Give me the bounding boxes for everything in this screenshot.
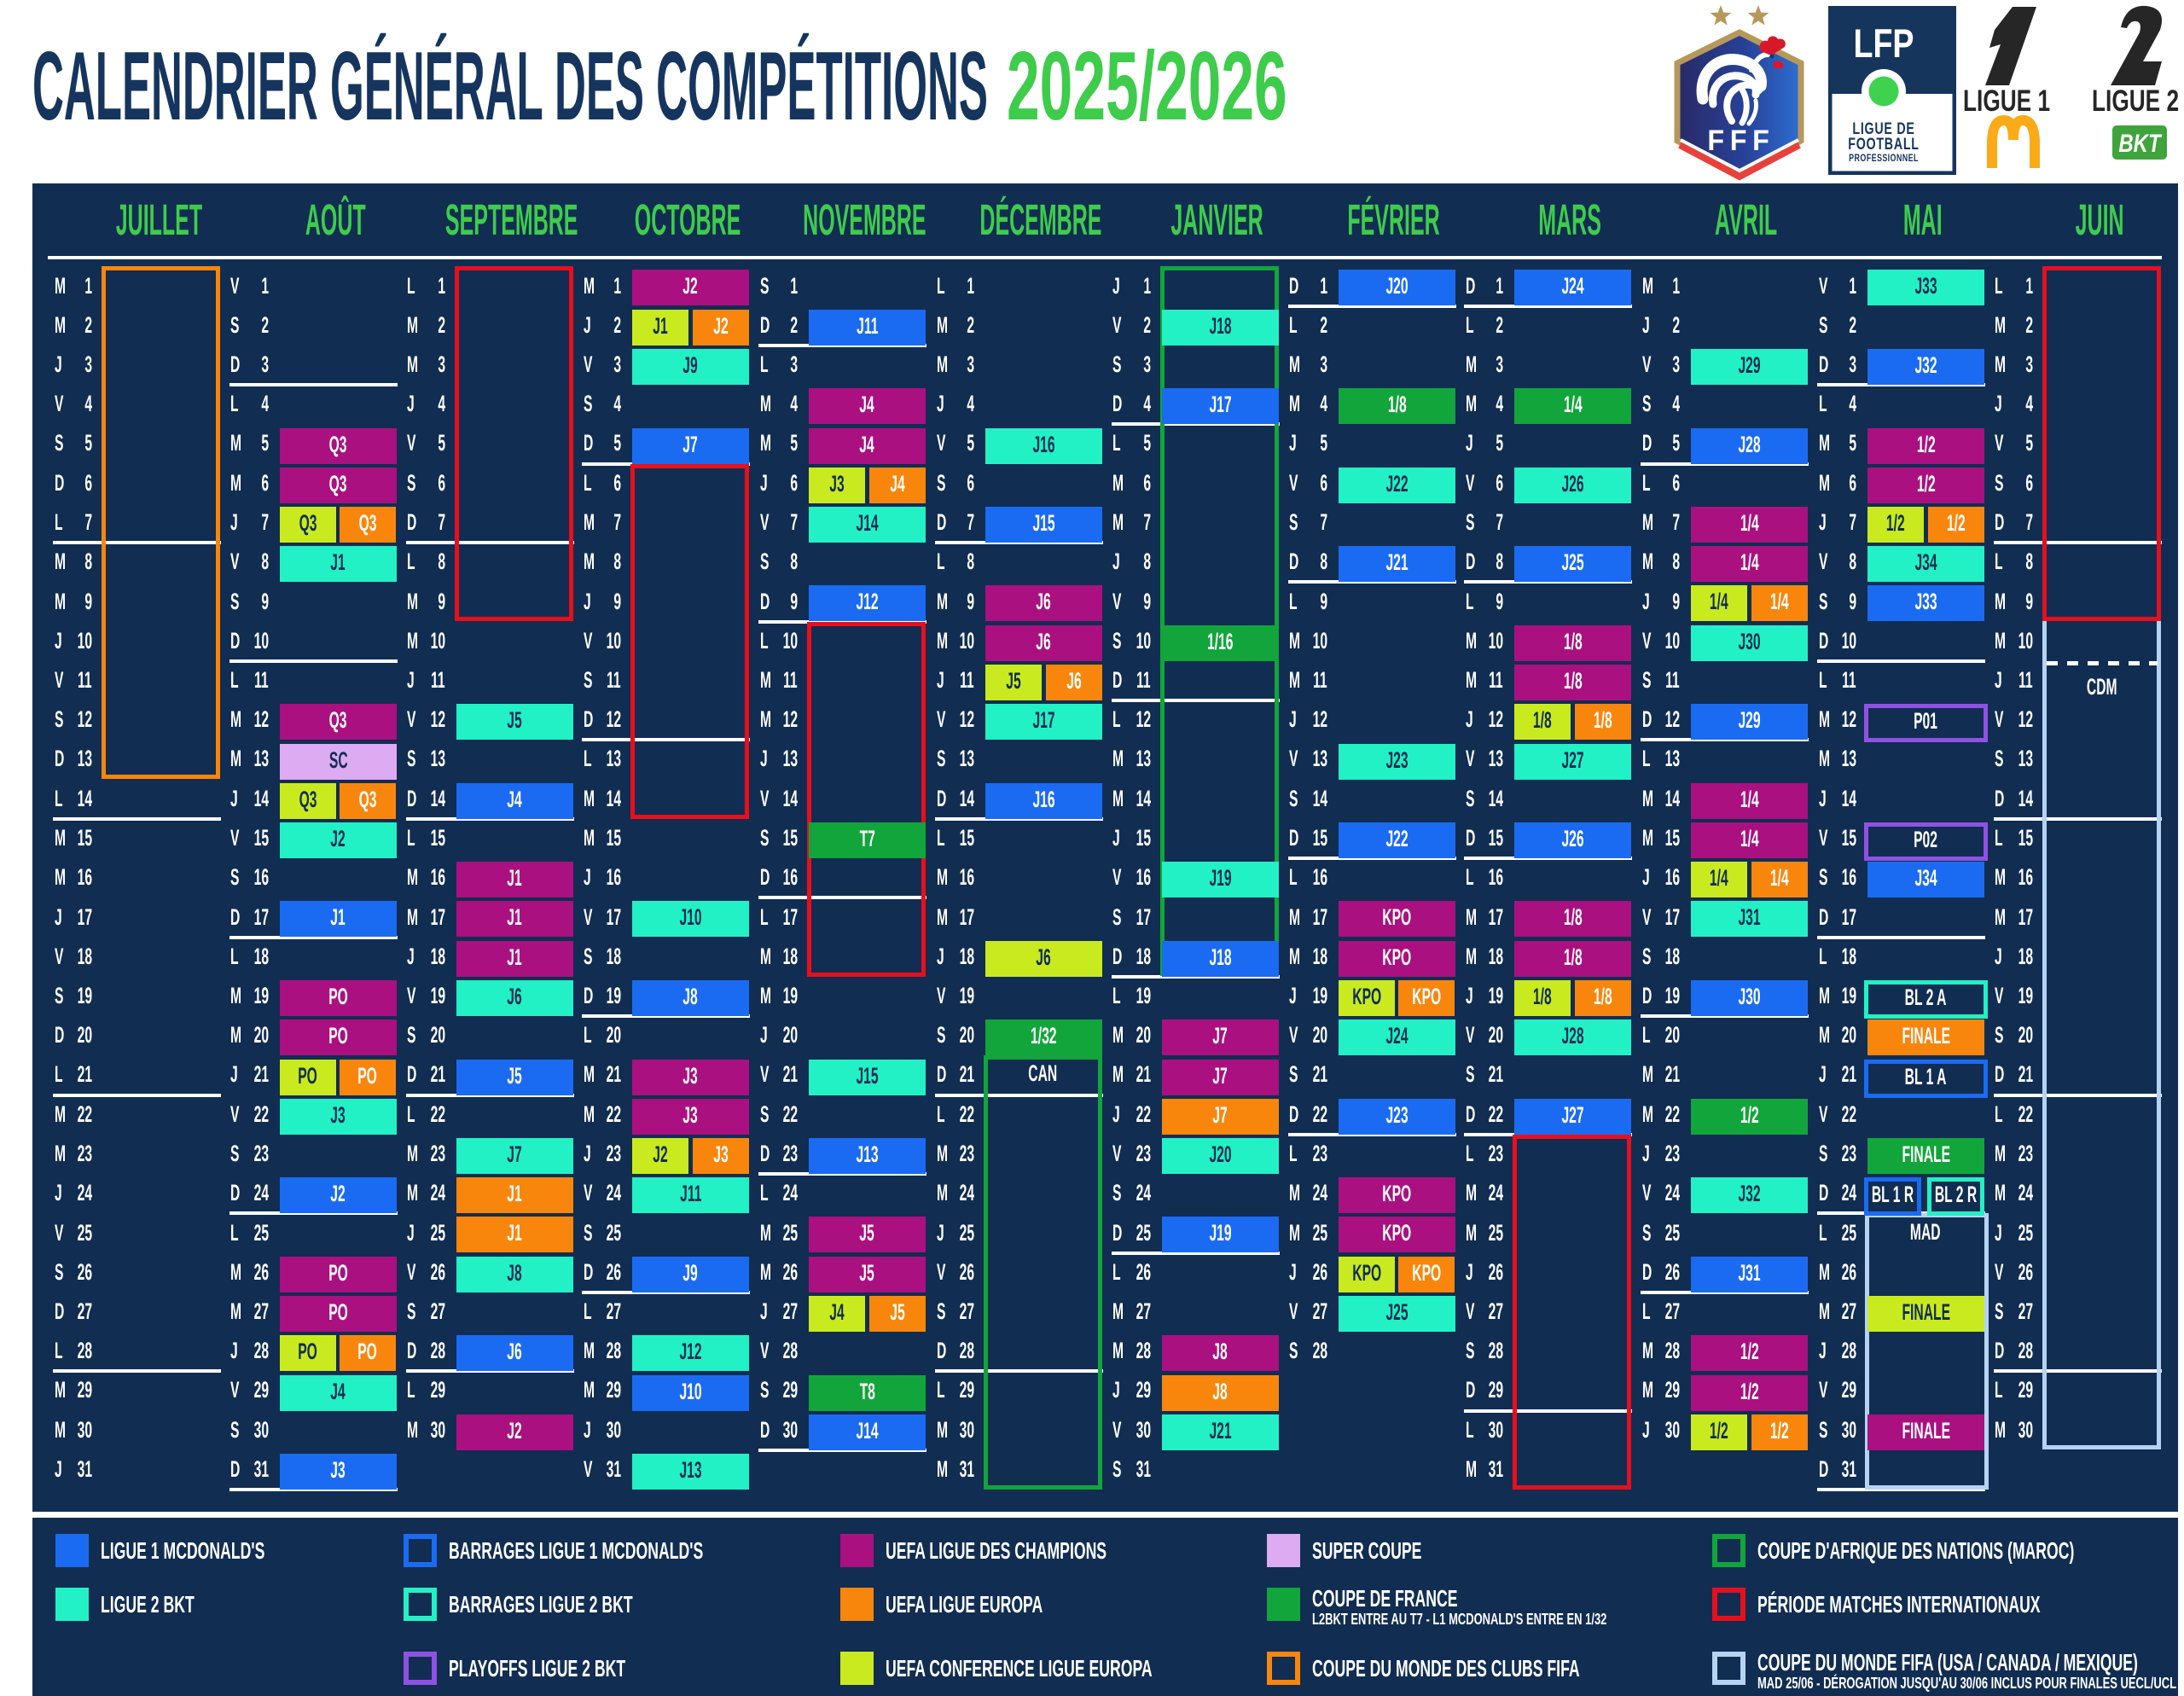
svg-text:FFF: FFF: [1707, 125, 1774, 157]
svg-text:LIGUE 1: LIGUE 1: [1963, 84, 2050, 118]
svg-text:BKT: BKT: [2118, 128, 2162, 157]
svg-text:LFP: LFP: [1854, 21, 1914, 67]
svg-text:LIGUE DE: LIGUE DE: [1852, 119, 1914, 137]
svg-text:PROFESSIONNEL: PROFESSIONNEL: [1849, 154, 1919, 164]
svg-text:LIGUE 2: LIGUE 2: [2092, 84, 2179, 118]
svg-text:FOOTBALL: FOOTBALL: [1848, 135, 1920, 153]
